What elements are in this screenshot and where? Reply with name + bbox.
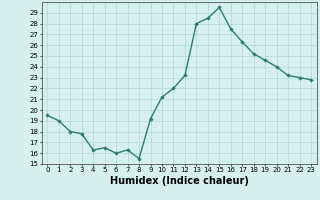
X-axis label: Humidex (Indice chaleur): Humidex (Indice chaleur) xyxy=(110,176,249,186)
